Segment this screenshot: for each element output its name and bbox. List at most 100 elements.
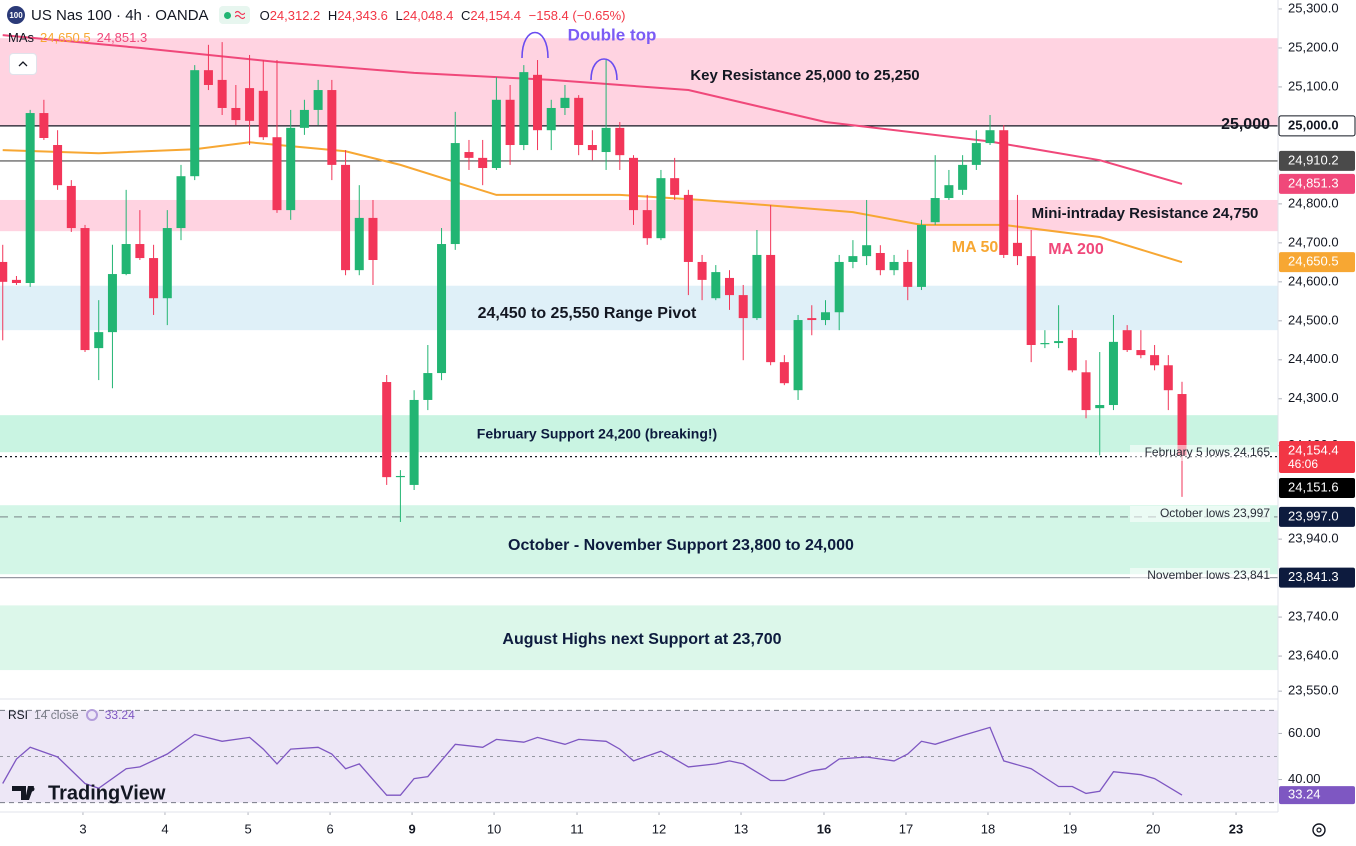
candle-body [1067,337,1077,371]
zone-label: Key Resistance 25,000 to 25,250 [690,67,919,84]
rsi-y-tick-label: 40.00 [1288,771,1321,786]
rsi-value-text: 33.24 [1288,787,1321,802]
ma-legend: MAs 24,650.5 24,851.3 [8,30,153,45]
rsi-params: 14 close [34,708,79,722]
candle-body [697,261,707,280]
annotation: Double top [568,25,657,44]
candle-body [1177,394,1187,456]
ohlc: O24,312.2 H24,343.6 L24,048.4 C24,154.4 … [256,8,626,23]
price-label-text: 23,997.0 [1288,508,1339,523]
y-tick-label: 23,740.0 [1288,609,1339,624]
ohlc-key: C [461,7,471,23]
candle-body [66,185,76,229]
candle-body [464,152,474,158]
price-label-text: 24,910.2 [1288,152,1339,167]
candle-body [94,332,104,349]
status-pill[interactable] [218,6,250,24]
annotation: February 5 lows 24,165 [1145,445,1271,459]
candle-body [985,130,995,144]
x-tick-label: 10 [487,821,501,836]
candle-body [1040,343,1050,345]
legend-header: 100 US Nas 100 · 4h · OANDA O24,312.2 H2… [0,4,626,26]
x-tick-label: 19 [1063,821,1077,836]
chevron [18,61,28,67]
candle-body [107,274,117,333]
ma-legend-title[interactable]: MAs [8,30,34,45]
price-label-text: 24,151.6 [1288,479,1339,494]
x-tick-label: 17 [899,821,913,836]
candle-body [546,107,556,131]
x-tick-label: 6 [326,821,333,836]
candle-body [999,130,1009,255]
zone-label: 24,450 to 25,550 Range Pivot [478,305,697,322]
y-tick-label: 24,300.0 [1288,390,1339,405]
candle-body [793,320,803,391]
x-tick-label: 5 [244,821,251,836]
ma-value: 24,851.3 [96,30,148,45]
candle-body [53,145,63,186]
price-label [1279,506,1355,527]
annotation-bg [1130,506,1270,522]
candle-body [478,157,488,169]
x-tick-label: 18 [981,821,995,836]
zone-label: Mini-intraday Resistance 24,750 [1032,205,1259,222]
candle-body [1095,405,1105,409]
price-label-text: 25,000.0 [1288,117,1339,132]
candle-body [766,254,776,363]
candle-body [1012,242,1022,257]
double-top-arc [590,58,618,81]
candle-body [299,109,309,128]
candle-body [889,261,899,271]
price-label [1279,441,1355,473]
settings-button[interactable] [1312,823,1326,837]
ohlc-value: 24,343.6 [337,7,388,23]
candle-body [176,176,186,229]
x-tick-label: 3 [79,821,86,836]
x-tick-label: 9 [408,821,415,836]
candle-body [752,254,762,319]
zone [0,199,1278,232]
rsi-name[interactable]: RSI [8,708,29,722]
price-label [1279,252,1355,273]
price-label [1278,115,1356,137]
candle-body [834,261,844,313]
candle-body [11,279,21,284]
candle-body [944,185,954,199]
zone [0,415,1278,453]
y-tick-label: 24,500.0 [1288,312,1339,327]
candle-body [162,228,172,299]
change: −158.4 (−0.65%) [528,7,626,23]
candle-body [258,90,268,138]
y-tick-label: 23,940.0 [1288,531,1339,546]
candle-body [629,157,639,211]
y-tick-label: 25,300.0 [1288,0,1339,15]
price-label [1279,173,1355,194]
symbol[interactable]: US Nas 100 · 4h · OANDA [31,6,209,24]
x-tick-label: 16 [817,821,831,836]
price-label-text: 24,650.5 [1288,254,1339,269]
double-top-arc [521,31,549,59]
candle-body [203,70,213,85]
candle-body [670,178,680,195]
candle-body [587,145,597,151]
candle-body [725,277,735,296]
candle-body [231,107,241,121]
candle-body [368,217,378,261]
candle-body [437,244,447,374]
candle-body [1054,341,1064,344]
x-tick-label: 12 [652,821,666,836]
brand: TradingView [48,782,166,804]
y-tick-label: 25,200.0 [1288,39,1339,54]
rsi-icon[interactable] [85,708,99,722]
candle-body [1136,350,1146,356]
collapse-button[interactable] [9,53,37,75]
rsi-line [2,726,1183,796]
gear[interactable] [1312,823,1326,837]
price-label-text: 24,851.3 [1288,175,1339,190]
candle-body [286,127,296,211]
candle-body [245,88,255,121]
candle-body [1163,365,1173,391]
gear[interactable] [1316,827,1322,833]
ma-value: 24,650.5 [40,30,91,45]
candle-body [958,164,968,190]
